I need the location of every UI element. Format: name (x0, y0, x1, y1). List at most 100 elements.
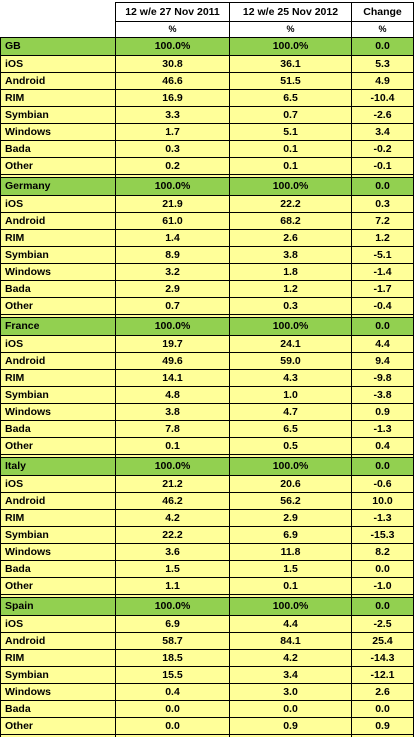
share-2012-cell: 6.5 (229, 89, 352, 107)
change-cell: 4.4 (351, 335, 414, 353)
region-name: Italy (0, 457, 116, 476)
region-total-change: 0.0 (351, 177, 414, 196)
table-row: Android 58.7 84.1 25.4 (0, 632, 414, 650)
os-name-cell: iOS (0, 615, 116, 633)
share-2011-cell: 0.7 (115, 297, 230, 315)
region-total-change: 0.0 (351, 597, 414, 616)
share-2011-cell: 21.9 (115, 195, 230, 213)
change-cell: 1.2 (351, 229, 414, 247)
change-cell: -5.1 (351, 246, 414, 264)
share-2011-cell: 0.0 (115, 717, 230, 735)
change-cell: -1.7 (351, 280, 414, 298)
header-change: Change (351, 2, 414, 22)
os-name-cell: RIM (0, 369, 116, 387)
header-2012: 12 w/e 25 Nov 2012 (229, 2, 352, 22)
share-2011-cell: 3.8 (115, 403, 230, 421)
region-row: GB 100.0% 100.0% 0.0 (0, 37, 414, 56)
unit-2012: % (229, 21, 352, 38)
header-row-units: % % % (0, 21, 414, 38)
change-cell: -2.5 (351, 615, 414, 633)
region-total-2012: 100.0% (229, 177, 352, 196)
share-2012-cell: 1.2 (229, 280, 352, 298)
share-2012-cell: 3.4 (229, 666, 352, 684)
table-row: RIM 4.2 2.9 -1.3 (0, 509, 414, 527)
os-name-cell: Windows (0, 683, 116, 701)
os-name-cell: Windows (0, 403, 116, 421)
change-cell: 0.3 (351, 195, 414, 213)
region-total-2011: 100.0% (115, 457, 230, 476)
share-2012-cell: 0.1 (229, 140, 352, 158)
share-2012-cell: 4.2 (229, 649, 352, 667)
region-row: Spain 100.0% 100.0% 0.0 (0, 597, 414, 616)
share-2011-cell: 1.4 (115, 229, 230, 247)
change-cell: 10.0 (351, 492, 414, 510)
os-name-cell: RIM (0, 649, 116, 667)
share-2012-cell: 1.0 (229, 386, 352, 404)
share-2011-cell: 4.2 (115, 509, 230, 527)
share-2012-cell: 22.2 (229, 195, 352, 213)
share-2011-cell: 58.7 (115, 632, 230, 650)
share-2012-cell: 3.8 (229, 246, 352, 264)
os-name-cell: Other (0, 577, 116, 595)
market-share-table: 12 w/e 27 Nov 2011 12 w/e 25 Nov 2012 Ch… (0, 2, 414, 737)
table-body: GB 100.0% 100.0% 0.0 iOS 30.8 36.1 5.3 Android 46… (0, 37, 414, 737)
share-2012-cell: 51.5 (229, 72, 352, 90)
group-spacer-row (0, 174, 414, 178)
table-row: Bada 7.8 6.5 -1.3 (0, 420, 414, 438)
share-2011-cell: 1.5 (115, 560, 230, 578)
share-2012-cell: 2.9 (229, 509, 352, 527)
share-2011-cell: 0.0 (115, 700, 230, 718)
spacer-cell (0, 734, 116, 737)
change-cell: -0.6 (351, 475, 414, 493)
table-row: Bada 0.3 0.1 -0.2 (0, 140, 414, 158)
change-cell: -1.3 (351, 420, 414, 438)
share-2011-cell: 46.2 (115, 492, 230, 510)
table-row: Bada 2.9 1.2 -1.7 (0, 280, 414, 298)
change-cell: 25.4 (351, 632, 414, 650)
share-2011-cell: 7.8 (115, 420, 230, 438)
table-row: RIM 14.1 4.3 -9.8 (0, 369, 414, 387)
share-2012-cell: 1.5 (229, 560, 352, 578)
region-name: GB (0, 37, 116, 56)
table-row: Symbian 8.9 3.8 -5.1 (0, 246, 414, 264)
unit-2011: % (115, 21, 230, 38)
change-cell: 3.4 (351, 123, 414, 141)
os-name-cell: RIM (0, 509, 116, 527)
table-row: Symbian 15.5 3.4 -12.1 (0, 666, 414, 684)
change-cell: 0.0 (351, 560, 414, 578)
os-name-cell: Android (0, 632, 116, 650)
table-row: Windows 3.8 4.7 0.9 (0, 403, 414, 421)
table-row: RIM 16.9 6.5 -10.4 (0, 89, 414, 107)
change-cell: -2.6 (351, 106, 414, 124)
share-2012-cell: 4.4 (229, 615, 352, 633)
region-total-2011: 100.0% (115, 317, 230, 336)
share-2011-cell: 8.9 (115, 246, 230, 264)
share-2011-cell: 1.1 (115, 577, 230, 595)
share-2012-cell: 0.1 (229, 577, 352, 595)
os-name-cell: Other (0, 437, 116, 455)
region-total-2012: 100.0% (229, 317, 352, 336)
share-2011-cell: 16.9 (115, 89, 230, 107)
share-2012-cell: 6.9 (229, 526, 352, 544)
share-2011-cell: 61.0 (115, 212, 230, 230)
unit-change: % (351, 21, 414, 38)
table-row: Windows 3.2 1.8 -1.4 (0, 263, 414, 281)
os-name-cell: Symbian (0, 246, 116, 264)
table-row: Windows 1.7 5.1 3.4 (0, 123, 414, 141)
table-header: 12 w/e 27 Nov 2011 12 w/e 25 Nov 2012 Ch… (0, 2, 414, 38)
region-total-2012: 100.0% (229, 37, 352, 56)
change-cell: -3.8 (351, 386, 414, 404)
os-name-cell: Bada (0, 280, 116, 298)
os-name-cell: RIM (0, 89, 116, 107)
change-cell: -12.1 (351, 666, 414, 684)
table-row: Android 61.0 68.2 7.2 (0, 212, 414, 230)
share-2011-cell: 3.3 (115, 106, 230, 124)
table-row: Bada 1.5 1.5 0.0 (0, 560, 414, 578)
change-cell: -10.4 (351, 89, 414, 107)
region-total-change: 0.0 (351, 37, 414, 56)
share-2012-cell: 20.6 (229, 475, 352, 493)
share-2011-cell: 3.6 (115, 543, 230, 561)
change-cell: 0.9 (351, 403, 414, 421)
share-2012-cell: 0.7 (229, 106, 352, 124)
table-row: Android 46.6 51.5 4.9 (0, 72, 414, 90)
